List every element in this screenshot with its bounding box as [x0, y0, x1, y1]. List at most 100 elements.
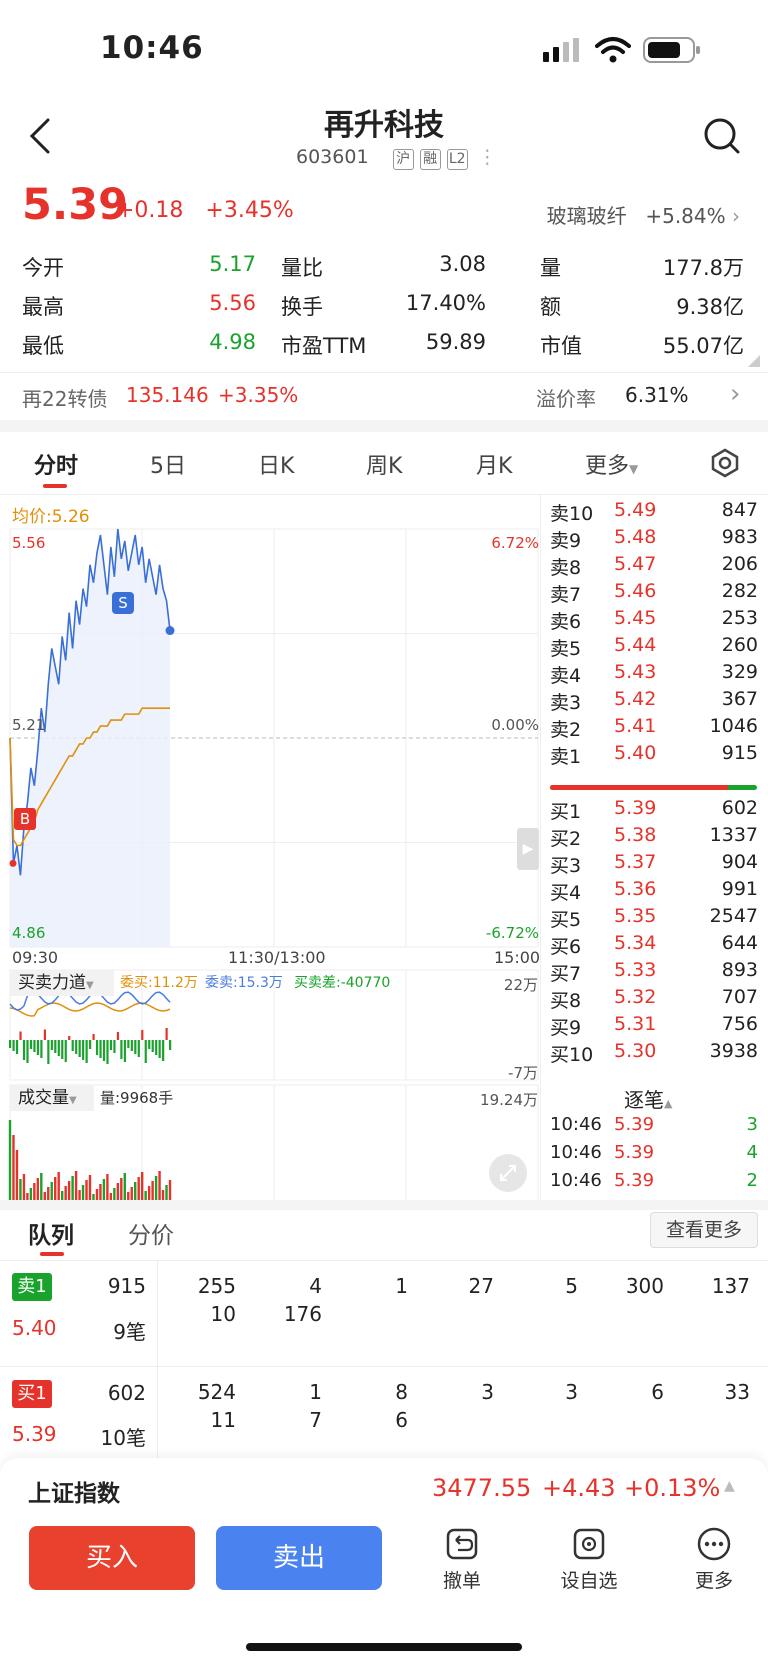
orderbook-buy-row[interactable]: 买8 5.32 707 — [550, 986, 758, 1013]
force-bar — [29, 1040, 33, 1049]
settings-hex-icon[interactable] — [710, 448, 740, 478]
cancel-order-button[interactable]: 撤单 — [430, 1526, 494, 1593]
price-line — [9, 528, 171, 876]
sell-button[interactable]: 卖出 — [216, 1526, 382, 1590]
queue-sell-order: 27 — [468, 1274, 494, 1298]
signal-icon — [543, 38, 583, 62]
intraday-chart[interactable] — [0, 495, 545, 1205]
tab-monthly[interactable]: 月K — [476, 454, 513, 479]
tick-price: 5.39 — [614, 1114, 655, 1135]
last-price: 5.39 — [22, 180, 129, 230]
sell-level-label: 卖1 — [550, 746, 582, 768]
pct-high-label: 6.72% — [491, 534, 539, 552]
ticks-title[interactable]: 逐笔▲ — [624, 1084, 672, 1113]
buy-sell-ratio-bar — [550, 785, 757, 790]
sell-level-volume: 915 — [721, 742, 758, 764]
search-icon[interactable] — [702, 116, 742, 156]
orderbook-buy-row[interactable]: 买7 5.33 893 — [550, 959, 758, 986]
queue-sell-order: 10 — [210, 1302, 236, 1326]
buy-level-label: 买9 — [550, 1017, 582, 1039]
orderbook-buy-row[interactable]: 买9 5.31 756 — [550, 1013, 758, 1040]
pe-label: 市盈TTM — [281, 334, 367, 358]
view-more-button[interactable]: 查看更多 — [650, 1212, 758, 1248]
orderbook-sell-row[interactable]: 卖9 5.48 983 — [550, 526, 758, 553]
back-icon[interactable] — [26, 116, 56, 156]
volume-bar — [60, 1191, 64, 1200]
more-actions-button[interactable]: 更多 — [684, 1526, 744, 1593]
sell-level-volume: 983 — [721, 526, 758, 548]
orderbook-sell-row[interactable]: 卖3 5.42 367 — [550, 688, 758, 715]
orderbook-buy-row[interactable]: 买10 5.30 3938 — [550, 1040, 758, 1067]
orderbook-sell-row[interactable]: 卖6 5.45 253 — [550, 607, 758, 634]
buy-level-label: 买4 — [550, 882, 582, 904]
orderbook-buy-row[interactable]: 买1 5.39 602 — [550, 797, 758, 824]
fullscreen-icon[interactable] — [489, 1154, 527, 1192]
tab-intraday[interactable]: 分时 — [34, 454, 79, 479]
orderbook-buy-row[interactable]: 买5 5.35 2547 — [550, 905, 758, 932]
x-label-open: 09:30 — [12, 948, 59, 967]
home-indicator — [246, 1643, 522, 1651]
tab-5day[interactable]: 5日 — [150, 454, 186, 479]
tick-row: 10:46 5.39 3 — [550, 1114, 758, 1142]
sector-link[interactable]: 玻璃玻纤 +5.84% › — [547, 200, 740, 229]
expand-corner-icon[interactable] — [748, 352, 760, 367]
volume-bar — [154, 1176, 158, 1200]
y-low-label: 4.86 — [12, 924, 46, 942]
orderbook-buy-row[interactable]: 买6 5.34 644 — [550, 932, 758, 959]
volume-bar — [92, 1194, 95, 1200]
orderbook-sell-row[interactable]: 卖7 5.46 282 — [550, 580, 758, 607]
orderbook-sell-row[interactable]: 卖8 5.47 206 — [550, 553, 758, 580]
index-change: +4.43 — [542, 1474, 616, 1502]
volume-bar — [22, 1174, 26, 1200]
orderbook-buy-row[interactable]: 买4 5.36 991 — [550, 878, 758, 905]
caret-up-icon[interactable]: ▲ — [724, 1478, 735, 1494]
buy-level-volume: 893 — [721, 959, 758, 981]
volume-value: 177.8万 — [662, 256, 744, 280]
amount-label: 额 — [540, 295, 561, 319]
queue-sell-order: 176 — [283, 1302, 322, 1326]
sell-level-volume: 367 — [721, 688, 758, 710]
queue-sell-badge: 卖1 — [12, 1273, 52, 1301]
force-bar — [71, 1040, 74, 1051]
tick-row: 10:46 5.39 2 — [550, 1170, 758, 1198]
caret-down-icon: ▼ — [86, 980, 94, 991]
volume-bar — [109, 1193, 113, 1200]
tag-margin: 融 — [419, 149, 441, 170]
tick-price: 5.39 — [614, 1142, 655, 1163]
volume-bar — [81, 1185, 85, 1200]
volume-bar — [74, 1171, 78, 1200]
volume-value: 量:9968手 — [100, 1089, 174, 1107]
orderbook-sell-row[interactable]: 卖1 5.40 915 — [550, 742, 758, 769]
orderbook-buy-row[interactable]: 买3 5.37 904 — [550, 851, 758, 878]
orderbook-sell-row[interactable]: 卖2 5.41 1046 — [550, 715, 758, 742]
tab-queue[interactable]: 队列 — [28, 1223, 74, 1249]
buy-marker[interactable]: B — [14, 808, 36, 830]
add-watchlist-button[interactable]: 设自选 — [554, 1526, 624, 1593]
index-name[interactable]: 上证指数 — [28, 1481, 120, 1507]
more-dots-icon[interactable]: ⋮ — [477, 146, 497, 168]
sell-marker[interactable]: S — [112, 592, 134, 614]
orderbook-sell-row[interactable]: 卖5 5.44 260 — [550, 634, 758, 661]
force-selector[interactable]: 买卖力道▼ — [10, 970, 114, 996]
orderbook-sell-row[interactable]: 卖4 5.43 329 — [550, 661, 758, 688]
force-bar — [155, 1040, 158, 1055]
force-bar — [40, 1040, 43, 1058]
caret-down-icon: ▼ — [69, 1095, 77, 1106]
tab-price-dist[interactable]: 分价 — [128, 1223, 174, 1249]
volume-selector[interactable]: 成交量▼ — [10, 1085, 94, 1111]
expand-chart-handle[interactable]: ▶ — [517, 828, 539, 870]
buy-button[interactable]: 买入 — [29, 1526, 195, 1590]
buy-level-price: 5.33 — [614, 959, 657, 981]
tab-more[interactable]: 更多▼ — [585, 448, 638, 480]
bond-row[interactable]: 再22转债 135.146 +3.35% 溢价率 6.31% › — [0, 373, 768, 419]
volume-bar — [12, 1135, 15, 1200]
force-bar — [120, 1040, 123, 1059]
volume-bar — [8, 1120, 12, 1200]
high-value: 5.56 — [209, 291, 256, 315]
tab-weekly[interactable]: 周K — [366, 454, 403, 479]
force-bar — [113, 1040, 116, 1053]
tab-daily[interactable]: 日K — [258, 454, 295, 479]
orderbook-buy-row[interactable]: 买2 5.38 1337 — [550, 824, 758, 851]
orderbook-sell-row[interactable]: 卖10 5.49 847 — [550, 499, 758, 526]
more-icon — [697, 1527, 731, 1561]
